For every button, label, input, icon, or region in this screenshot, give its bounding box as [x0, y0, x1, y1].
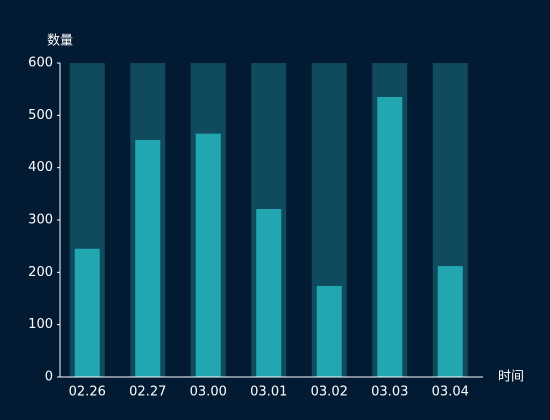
bar: [74, 248, 100, 377]
x-tick-label: 03.02: [311, 385, 348, 400]
y-tick-label: 100: [28, 317, 53, 332]
bar: [316, 285, 342, 377]
y-tick-label: 500: [28, 108, 53, 123]
y-tick-label: 300: [28, 213, 53, 228]
bar: [437, 266, 463, 377]
bar: [256, 209, 282, 377]
y-tick-label: 200: [28, 265, 53, 280]
x-axis-label: 时间: [498, 370, 524, 385]
y-axis-label: 数量: [47, 34, 73, 49]
x-tick-label: 03.00: [190, 385, 227, 400]
y-tick-label: 400: [28, 160, 53, 175]
x-tick-label: 03.04: [432, 385, 469, 400]
x-tick-label: 02.26: [69, 385, 106, 400]
y-tick-label: 600: [28, 56, 53, 71]
y-tick-label: 0: [45, 370, 53, 385]
bar: [377, 97, 403, 378]
x-tick-label: 03.01: [250, 385, 287, 400]
bar: [195, 133, 221, 377]
x-tick-label: 03.03: [371, 385, 408, 400]
bar: [135, 139, 161, 377]
x-tick-label: 02.27: [129, 385, 166, 400]
